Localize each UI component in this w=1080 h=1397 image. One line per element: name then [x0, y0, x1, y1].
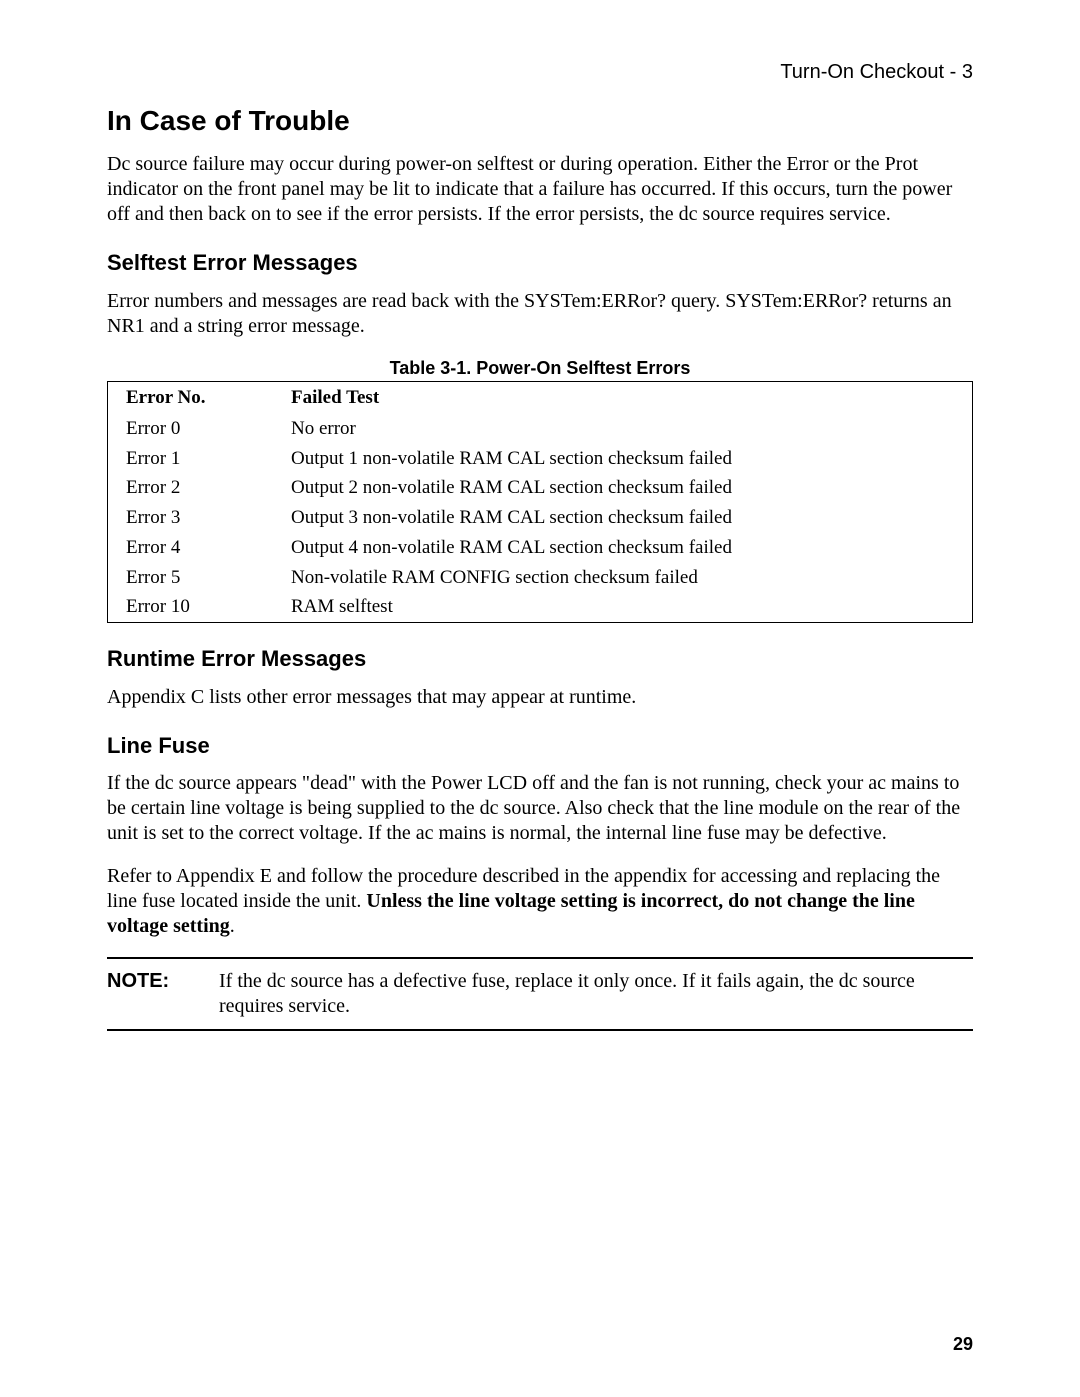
table-row: Error 5Non-volatile RAM CONFIG section c… [108, 563, 973, 593]
table-row: Error 10RAM selftest [108, 592, 973, 622]
linefuse-heading: Line Fuse [107, 732, 973, 760]
selftest-body: Error numbers and messages are read back… [107, 289, 973, 339]
table-row: Error 2Output 2 non-volatile RAM CAL sec… [108, 473, 973, 503]
table-cell-failed-test: Output 2 non-volatile RAM CAL section ch… [291, 473, 973, 503]
table-cell-error-no: Error 10 [108, 592, 292, 622]
page-header: Turn-On Checkout - 3 [107, 60, 973, 85]
table-cell-failed-test: Non-volatile RAM CONFIG section checksum… [291, 563, 973, 593]
linefuse-p2-post: . [230, 915, 235, 937]
table-header-row: Error No. Failed Test [108, 382, 973, 414]
table-cell-error-no: Error 0 [108, 414, 292, 444]
runtime-heading: Runtime Error Messages [107, 645, 973, 673]
table-row: Error 1Output 1 non-volatile RAM CAL sec… [108, 444, 973, 474]
linefuse-p1: If the dc source appears "dead" with the… [107, 771, 973, 846]
table-cell-error-no: Error 3 [108, 503, 292, 533]
table-row: Error 0No error [108, 414, 973, 444]
table-cell-failed-test: Output 4 non-volatile RAM CAL section ch… [291, 533, 973, 563]
table-cell-error-no: Error 5 [108, 563, 292, 593]
error-table: Error No. Failed Test Error 0No errorErr… [107, 381, 973, 623]
runtime-body: Appendix C lists other error messages th… [107, 685, 973, 710]
main-heading: In Case of Trouble [107, 103, 973, 138]
table-cell-failed-test: RAM selftest [291, 592, 973, 622]
table-cell-error-no: Error 4 [108, 533, 292, 563]
intro-paragraph: Dc source failure may occur during power… [107, 152, 973, 227]
table-row: Error 3Output 3 non-volatile RAM CAL sec… [108, 503, 973, 533]
table-header-failed-test: Failed Test [291, 382, 973, 414]
note-text: If the dc source has a defective fuse, r… [219, 969, 973, 1019]
table-row: Error 4Output 4 non-volatile RAM CAL sec… [108, 533, 973, 563]
linefuse-p2: Refer to Appendix E and follow the proce… [107, 864, 973, 939]
table-cell-failed-test: No error [291, 414, 973, 444]
table-cell-failed-test: Output 1 non-volatile RAM CAL section ch… [291, 444, 973, 474]
table-header-error-no: Error No. [108, 382, 292, 414]
selftest-heading: Selftest Error Messages [107, 249, 973, 277]
page-number: 29 [953, 1333, 973, 1356]
note-label: NOTE: [107, 969, 219, 1019]
table-cell-failed-test: Output 3 non-volatile RAM CAL section ch… [291, 503, 973, 533]
table-caption: Table 3-1. Power-On Selftest Errors [107, 357, 973, 380]
note-block: NOTE: If the dc source has a defective f… [107, 957, 973, 1031]
table-cell-error-no: Error 1 [108, 444, 292, 474]
table-cell-error-no: Error 2 [108, 473, 292, 503]
